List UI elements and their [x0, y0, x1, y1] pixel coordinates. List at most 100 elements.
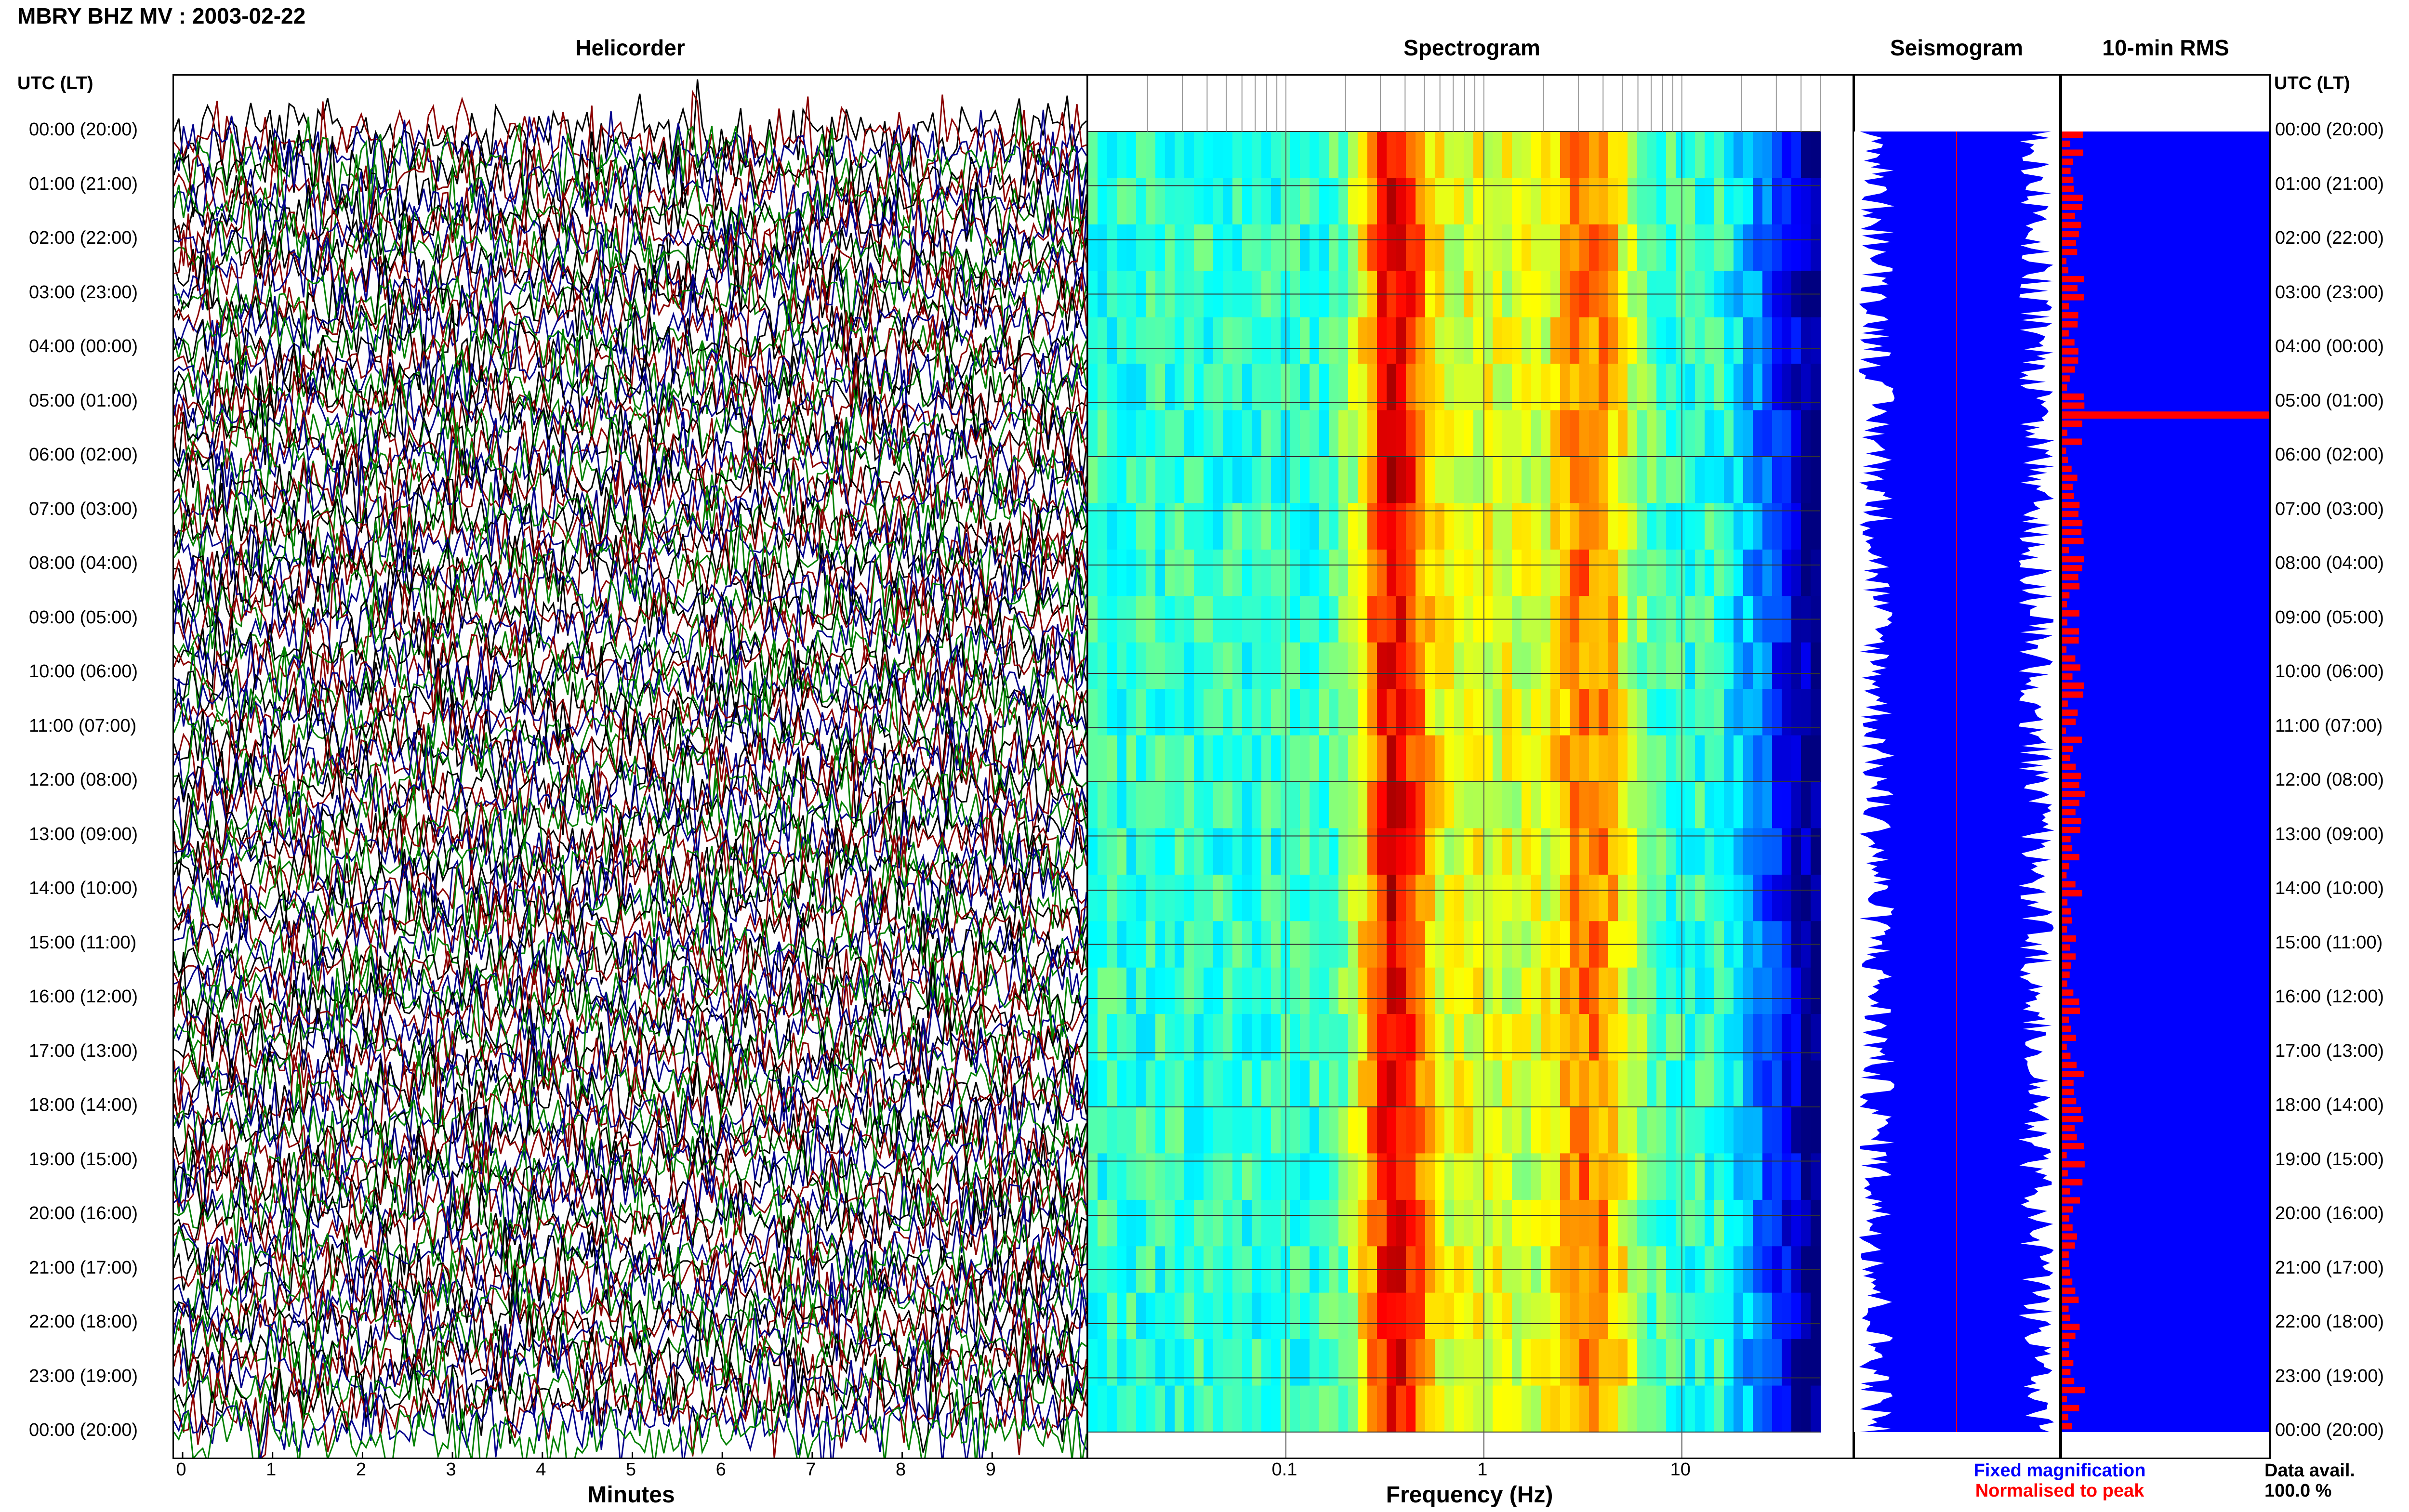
spectrogram-cell — [1570, 828, 1580, 875]
spectrogram-cell — [1811, 503, 1821, 550]
spectrogram-cell — [1647, 1385, 1657, 1433]
spectrogram-cell — [1406, 735, 1416, 782]
spectrogram-cell — [1098, 735, 1108, 782]
spectrogram-cell — [1743, 782, 1753, 829]
helicorder-trace — [174, 1234, 1086, 1332]
rms-bar — [2062, 168, 2071, 174]
spectrogram-cell — [1290, 503, 1300, 550]
spectrogram-cell — [1656, 1385, 1667, 1433]
spectrogram-cell — [1801, 1339, 1811, 1386]
spectrogram-cell — [1676, 131, 1686, 179]
spectrogram-cell — [1522, 689, 1532, 736]
spectrogram-cell — [1117, 178, 1127, 225]
spectrogram-cell — [1589, 874, 1599, 922]
rms-bar — [2062, 529, 2082, 536]
spectrogram-cell — [1319, 1385, 1329, 1433]
spectrogram-cell — [1204, 131, 1214, 179]
spectrogram-cell — [1791, 364, 1801, 411]
spectrogram-cell — [1560, 642, 1570, 690]
spectrogram-cell — [1782, 317, 1792, 365]
spectrogram-cell — [1570, 1107, 1580, 1154]
spectrogram-cell — [1165, 178, 1175, 225]
spectrogram-cell — [1695, 317, 1705, 365]
spectrogram-cell — [1444, 178, 1455, 225]
spectrogram-cell — [1570, 782, 1580, 829]
spectrogram-cell — [1232, 131, 1243, 179]
spectrogram-cell — [1387, 1339, 1397, 1386]
time-label-right: 20:00 (16:00) — [2275, 1203, 2384, 1223]
spectrogram-cell — [1348, 828, 1358, 875]
spectrogram-cell — [1300, 224, 1310, 272]
rms-bar — [2062, 195, 2083, 201]
rms-bar — [2062, 393, 2084, 400]
spectrogram-cell — [1734, 1385, 1744, 1433]
spectrogram-cell — [1416, 782, 1426, 829]
rms-bar — [2062, 267, 2068, 274]
spectrogram-cell — [1242, 828, 1252, 875]
spectrogram-cell — [1416, 1199, 1426, 1247]
spectrogram-cell — [1367, 317, 1377, 365]
spectrogram-cell — [1666, 1199, 1676, 1247]
spectrogram-cell — [1628, 131, 1638, 179]
spectrogram-cell — [1628, 1199, 1638, 1247]
spectrogram-cell — [1550, 410, 1561, 457]
spectrogram-cell — [1589, 1199, 1599, 1247]
spectrogram-cell — [1232, 503, 1243, 550]
spectrogram-cell — [1753, 642, 1763, 690]
spectrogram-cell — [1608, 689, 1618, 736]
spectrogram-cell — [1454, 410, 1464, 457]
helicorder-trace — [174, 528, 1086, 623]
spectrogram-cell — [1493, 967, 1503, 1015]
spectrogram-cell — [1194, 828, 1204, 875]
spectrogram-cell — [1464, 689, 1474, 736]
spectrogram-cell — [1406, 457, 1416, 504]
spectrogram-panel — [1086, 74, 1855, 1459]
spectrogram-cell — [1531, 689, 1541, 736]
spectrogram-cell — [1242, 457, 1252, 504]
spectrogram-cell — [1444, 782, 1455, 829]
rms-bar — [2062, 989, 2074, 996]
spectrogram-cell — [1656, 735, 1667, 782]
spectrogram-cell — [1666, 1292, 1676, 1340]
spectrogram-cell — [1753, 364, 1763, 411]
spectrogram-cell — [1502, 874, 1512, 922]
rms-bar — [2062, 601, 2067, 608]
spectrogram-cell — [1628, 317, 1638, 365]
rms-bar — [2062, 646, 2067, 653]
spectrogram-cell — [1136, 364, 1146, 411]
spectrogram-cell — [1637, 1199, 1647, 1247]
spectrogram-cell — [1290, 549, 1300, 597]
rms-bar — [2062, 457, 2068, 463]
spectrogram-cell — [1782, 224, 1792, 272]
spectrogram-cell — [1406, 503, 1416, 550]
spectrogram-cell — [1772, 178, 1782, 225]
spectrogram-cell — [1502, 410, 1512, 457]
rms-panel — [2061, 74, 2271, 1459]
spectrogram-cell — [1387, 735, 1397, 782]
spectrogram-cell — [1338, 410, 1349, 457]
spectrogram-cell — [1261, 967, 1271, 1015]
spectrogram-cell — [1666, 317, 1676, 365]
spectrogram-cell — [1464, 364, 1474, 411]
spectrogram-cell — [1502, 967, 1512, 1015]
spectrogram-cell — [1714, 689, 1724, 736]
rms-bar — [2062, 1026, 2071, 1032]
spectrogram-cell — [1377, 735, 1387, 782]
spectrogram-cell — [1348, 874, 1358, 922]
rms-bar — [2062, 754, 2070, 761]
spectrogram-cell — [1155, 874, 1165, 922]
spectrogram-cell — [1425, 131, 1435, 179]
spectrogram-cell — [1791, 1199, 1801, 1247]
spectrogram-cell — [1213, 782, 1223, 829]
spectrogram-cell — [1425, 1153, 1435, 1200]
spectrogram-cell — [1656, 317, 1667, 365]
spectrogram-cell — [1329, 1199, 1339, 1247]
spectrogram-cell — [1387, 874, 1397, 922]
rms-bar — [2062, 520, 2083, 526]
spectrogram-cell — [1493, 828, 1503, 875]
spectrogram-cell — [1136, 1153, 1146, 1200]
spectrogram-cell — [1502, 317, 1512, 365]
spectrogram-cell — [1338, 1107, 1349, 1154]
spectrogram-cell — [1647, 967, 1657, 1015]
rms-bar — [2062, 1043, 2067, 1050]
